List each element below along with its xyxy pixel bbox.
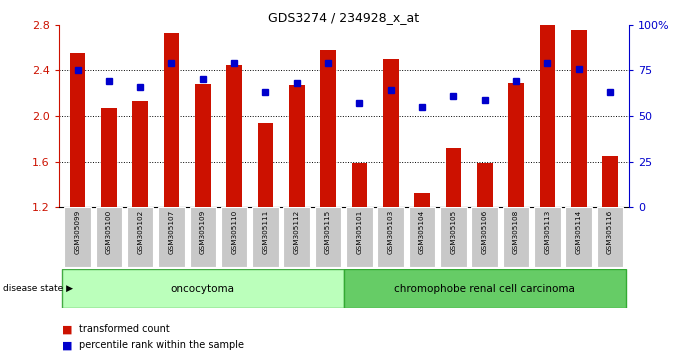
Bar: [133, 101, 148, 207]
Bar: [164, 33, 180, 207]
Bar: [471, 207, 498, 267]
Bar: [602, 156, 618, 207]
Title: GDS3274 / 234928_x_at: GDS3274 / 234928_x_at: [268, 11, 419, 24]
Bar: [597, 207, 623, 267]
Bar: [343, 269, 625, 308]
Bar: [62, 269, 344, 308]
Bar: [352, 162, 367, 207]
Bar: [101, 108, 117, 207]
Text: disease state ▶: disease state ▶: [3, 284, 73, 293]
Text: GSM305109: GSM305109: [200, 210, 206, 254]
Text: chromophobe renal cell carcinoma: chromophobe renal cell carcinoma: [395, 284, 575, 293]
Bar: [315, 207, 341, 267]
Bar: [283, 207, 310, 267]
Text: GSM305104: GSM305104: [419, 210, 425, 254]
Bar: [503, 207, 529, 267]
Bar: [321, 50, 336, 207]
Text: GSM305112: GSM305112: [294, 210, 300, 254]
Bar: [414, 193, 430, 207]
Bar: [70, 53, 86, 207]
Text: oncocytoma: oncocytoma: [171, 284, 235, 293]
Text: GSM305105: GSM305105: [451, 210, 456, 254]
Bar: [195, 84, 211, 207]
Text: GSM305111: GSM305111: [263, 210, 269, 254]
Bar: [64, 207, 91, 267]
Text: GSM305115: GSM305115: [325, 210, 331, 254]
Bar: [508, 83, 524, 207]
Bar: [258, 123, 274, 207]
Bar: [565, 207, 592, 267]
Text: GSM305106: GSM305106: [482, 210, 488, 254]
Bar: [127, 207, 153, 267]
Text: GSM305110: GSM305110: [231, 210, 237, 254]
Text: percentile rank within the sample: percentile rank within the sample: [79, 340, 245, 350]
Text: GSM305101: GSM305101: [357, 210, 363, 254]
Text: GSM305100: GSM305100: [106, 210, 112, 254]
Bar: [477, 162, 493, 207]
Bar: [189, 207, 216, 267]
Bar: [409, 207, 435, 267]
Text: GSM305108: GSM305108: [513, 210, 519, 254]
Text: GSM305107: GSM305107: [169, 210, 175, 254]
Bar: [227, 65, 242, 207]
Text: GSM305114: GSM305114: [576, 210, 582, 254]
Text: transformed count: transformed count: [79, 324, 170, 334]
Bar: [377, 207, 404, 267]
Bar: [252, 207, 278, 267]
Bar: [221, 207, 247, 267]
Bar: [571, 30, 587, 207]
Text: GSM305113: GSM305113: [545, 210, 550, 254]
Bar: [346, 207, 372, 267]
Text: ■: ■: [62, 340, 73, 350]
Text: GSM305116: GSM305116: [607, 210, 613, 254]
Bar: [446, 148, 461, 207]
Text: GSM305102: GSM305102: [138, 210, 143, 254]
Bar: [95, 207, 122, 267]
Text: GSM305103: GSM305103: [388, 210, 394, 254]
Bar: [289, 85, 305, 207]
Bar: [534, 207, 560, 267]
Bar: [440, 207, 466, 267]
Bar: [158, 207, 184, 267]
Text: ■: ■: [62, 324, 73, 334]
Bar: [540, 25, 555, 207]
Bar: [383, 59, 399, 207]
Text: GSM305099: GSM305099: [75, 210, 81, 254]
